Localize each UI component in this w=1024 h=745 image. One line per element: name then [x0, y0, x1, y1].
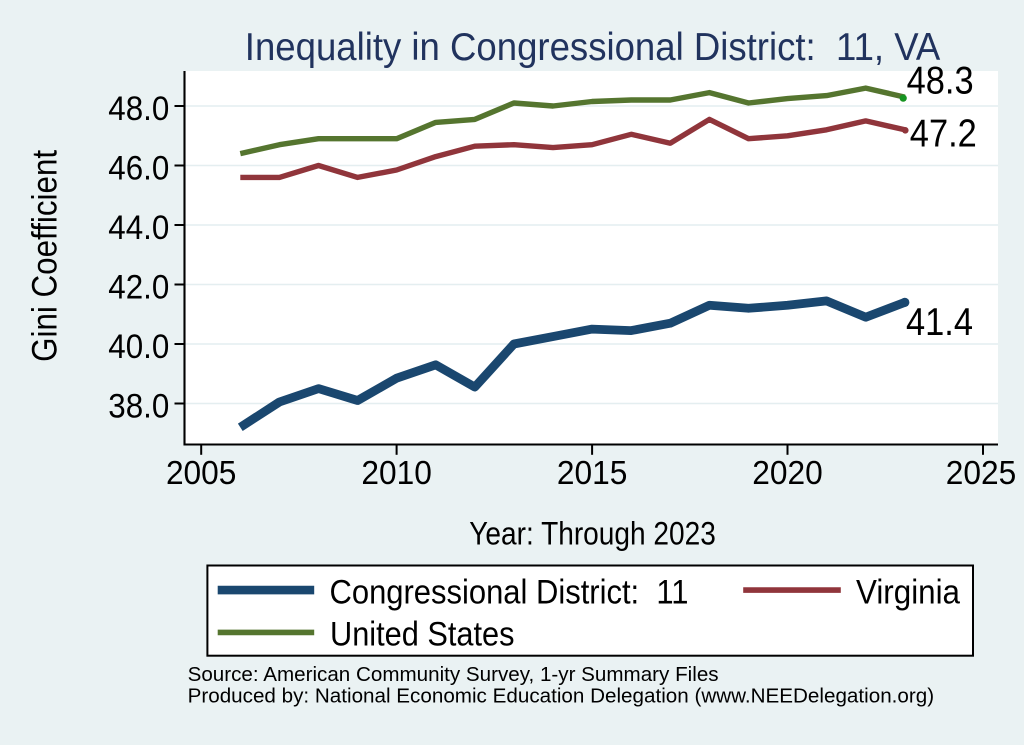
svg-text:Year: Through 2023: Year: Through 2023 — [469, 515, 716, 551]
svg-text:2015: 2015 — [557, 455, 628, 492]
svg-text:40.0: 40.0 — [108, 328, 169, 366]
svg-text:2020: 2020 — [752, 455, 823, 492]
svg-text:48.3: 48.3 — [907, 60, 974, 103]
svg-text:44.0: 44.0 — [108, 209, 169, 247]
svg-text:Congressional District: 11: Congressional District: 11 — [330, 574, 689, 612]
svg-text:Gini Coefficient: Gini Coefficient — [25, 150, 64, 362]
svg-text:Source: American Community Sur: Source: American Community Survey, 1-yr … — [188, 664, 719, 686]
svg-text:2005: 2005 — [166, 455, 237, 492]
svg-text:United States: United States — [330, 615, 515, 653]
svg-text:Produced by: National Economic: Produced by: National Economic Education… — [188, 685, 935, 707]
svg-text:48.0: 48.0 — [108, 90, 169, 128]
svg-text:Inequality in Congressional Di: Inequality in Congressional District: 11… — [245, 26, 941, 69]
svg-text:38.0: 38.0 — [108, 387, 169, 425]
svg-text:2025: 2025 — [946, 455, 1017, 492]
svg-text:46.0: 46.0 — [108, 149, 169, 187]
svg-text:2010: 2010 — [361, 455, 432, 492]
svg-text:47.2: 47.2 — [910, 112, 977, 155]
svg-text:41.4: 41.4 — [906, 301, 973, 344]
svg-text:Virginia: Virginia — [856, 574, 960, 612]
svg-text:42.0: 42.0 — [108, 268, 169, 306]
